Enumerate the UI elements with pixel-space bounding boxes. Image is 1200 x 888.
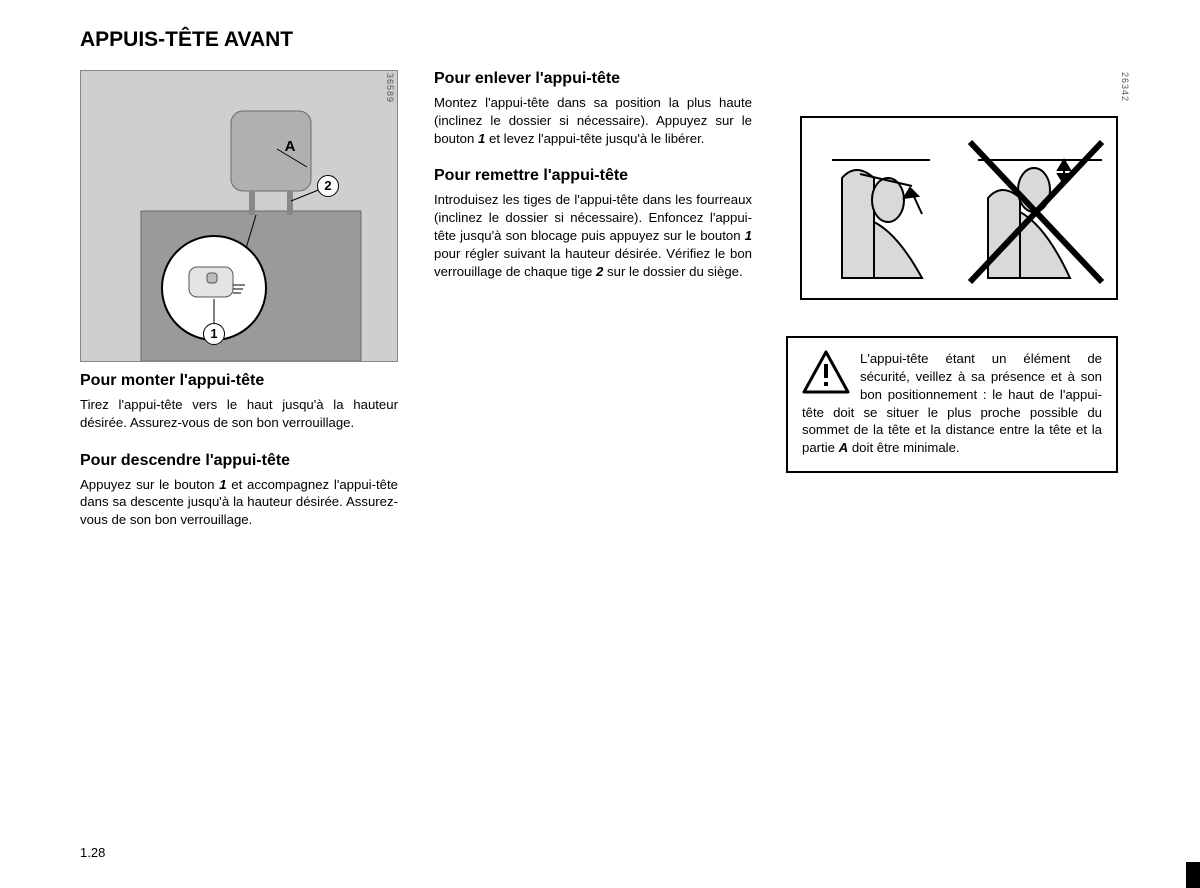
- figure-code: 36589: [385, 73, 395, 103]
- column-2: Pour enlever l'appui-tête Montez l'appui…: [434, 28, 752, 529]
- heading-refit: Pour remettre l'appui-tête: [434, 167, 752, 185]
- para-lower: Appuyez sur le bouton 1 et accompagnez l…: [80, 476, 398, 529]
- heading-lower: Pour descendre l'appui-tête: [80, 452, 398, 470]
- txt: sur le dossier du siège.: [603, 264, 742, 279]
- txt: Introduisez les tiges de l'appui-tête da…: [434, 192, 752, 243]
- page-title: APPUIS-TÊTE AVANT: [80, 28, 293, 52]
- callout-a: A: [279, 137, 301, 159]
- callout-1: 1: [203, 323, 225, 345]
- para-remove: Montez l'appui-tête dans sa position la …: [434, 94, 752, 147]
- ref-1: 1: [745, 228, 752, 243]
- corner-mark: [1186, 862, 1200, 888]
- headrest-position-diagram: [800, 116, 1118, 300]
- column-1: 36589: [80, 28, 398, 529]
- diagram-svg: [802, 118, 1116, 298]
- txt: Appuyez sur le bouton: [80, 477, 219, 492]
- warning-box: L'appui-tête étant un élément de sécurit…: [786, 336, 1118, 473]
- figure2-code: 26342: [1120, 72, 1130, 102]
- heading-raise: Pour monter l'appui-tête: [80, 372, 398, 390]
- txt: et levez l'appui-tête jusqu'à le libérer…: [485, 131, 704, 146]
- page-number: 1.28: [80, 845, 105, 860]
- ref-a: A: [839, 440, 849, 455]
- callout-2: 2: [317, 175, 339, 197]
- figure-seat-photo: 36589: [80, 70, 398, 362]
- txt: doit être minimale.: [848, 440, 959, 455]
- ref-1: 1: [219, 477, 226, 492]
- warning-icon: [802, 350, 850, 394]
- column-3: 26342: [788, 28, 1128, 529]
- heading-remove: Pour enlever l'appui-tête: [434, 70, 752, 88]
- para-refit: Introduisez les tiges de l'appui-tête da…: [434, 191, 752, 280]
- page-columns: 36589: [0, 0, 1200, 529]
- para-raise: Tirez l'appui-tête vers le haut jusqu'à …: [80, 396, 398, 432]
